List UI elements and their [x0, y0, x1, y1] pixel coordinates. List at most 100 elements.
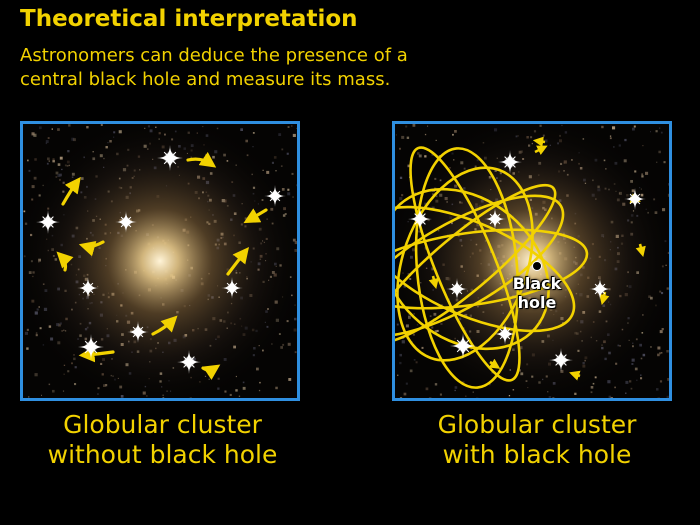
background-star — [28, 169, 31, 172]
background-star — [608, 395, 612, 398]
background-star — [601, 125, 604, 129]
black-hole-dot — [532, 261, 542, 271]
cluster-panel-with-black-hole: Black hole — [392, 121, 672, 401]
background-star — [401, 340, 405, 344]
background-star — [34, 373, 38, 377]
star-sparkle — [177, 350, 201, 374]
background-star — [51, 128, 53, 130]
stellar-orbit — [414, 147, 520, 389]
background-star — [435, 139, 437, 141]
velocity-arrow — [56, 251, 74, 272]
background-star — [405, 382, 408, 385]
background-star — [62, 390, 65, 392]
background-star — [454, 389, 456, 392]
page-title: Theoretical interpretation — [20, 6, 358, 32]
orbit-direction-arrow — [532, 136, 546, 147]
background-star — [624, 138, 627, 142]
cluster-image-without-black-hole — [23, 124, 297, 398]
black-hole-label-line: hole — [517, 293, 557, 312]
background-star — [660, 352, 663, 354]
black-hole-label-line: Black — [512, 274, 562, 293]
background-star — [401, 135, 405, 139]
background-star — [642, 145, 644, 147]
orbit-direction-arrow — [428, 275, 439, 290]
background-star — [655, 130, 658, 133]
caption-with-black-hole: Globular cluster with black hole — [392, 410, 682, 470]
cluster-panel-without-black-hole — [20, 121, 300, 401]
background-star — [288, 378, 292, 381]
background-star — [287, 342, 291, 346]
background-star — [633, 125, 636, 128]
background-star — [614, 386, 616, 389]
orbit-direction-arrow — [534, 145, 548, 155]
background-star — [657, 346, 661, 350]
background-star — [406, 136, 410, 139]
background-star — [439, 393, 442, 396]
cluster-core-glow — [395, 124, 669, 398]
background-star — [658, 150, 661, 154]
background-star — [399, 147, 401, 150]
background-star — [47, 137, 50, 139]
star-sparkle — [78, 334, 104, 360]
background-star — [656, 161, 658, 163]
background-star — [273, 156, 277, 159]
background-star — [399, 361, 402, 365]
background-star — [39, 126, 42, 130]
background-star — [292, 133, 296, 137]
star-sparkle — [446, 278, 468, 300]
background-star — [291, 172, 294, 175]
star-sparkle — [450, 333, 476, 359]
background-star — [667, 193, 669, 197]
background-star — [238, 395, 241, 397]
background-star — [405, 125, 408, 128]
velocity-arrow — [243, 208, 268, 224]
background-star — [415, 361, 418, 364]
background-star — [427, 125, 429, 127]
star-sparkle — [115, 211, 137, 233]
background-star — [663, 161, 666, 164]
star-sparkle — [589, 278, 611, 300]
stellar-orbit — [395, 183, 557, 345]
background-star — [48, 383, 51, 386]
background-star — [412, 124, 416, 127]
star-sparkle — [624, 188, 646, 210]
stellar-orbit — [395, 194, 565, 338]
background-star — [640, 374, 642, 376]
background-star — [258, 389, 261, 392]
star-sparkle — [157, 145, 183, 171]
background-star — [634, 367, 638, 371]
velocity-arrow — [78, 346, 115, 363]
page-subtitle: Astronomers can deduce the presence of a… — [20, 44, 580, 92]
background-star — [68, 124, 71, 127]
background-star — [629, 380, 632, 383]
background-star — [434, 383, 438, 386]
background-star — [454, 130, 457, 133]
background-star — [632, 127, 635, 131]
background-star — [424, 133, 427, 136]
background-star — [294, 351, 297, 354]
stellar-orbit — [396, 166, 534, 362]
background-star — [240, 128, 243, 131]
background-star — [280, 165, 283, 167]
background-star — [399, 397, 403, 398]
background-star — [660, 131, 663, 134]
background-star — [659, 127, 661, 129]
background-star — [397, 374, 399, 376]
background-star — [668, 183, 669, 186]
cluster-image-with-black-hole — [395, 124, 669, 398]
star-sparkle — [408, 207, 432, 231]
subtitle-line: Astronomers can deduce the presence of a — [20, 45, 408, 66]
background-star — [278, 133, 282, 136]
background-star — [417, 152, 420, 155]
background-star — [242, 386, 246, 390]
background-star — [640, 377, 643, 380]
background-star — [34, 158, 37, 161]
background-star — [610, 397, 613, 398]
star-sparkle — [494, 323, 516, 345]
stellar-orbit — [409, 146, 521, 382]
subtitle-line: central black hole and measure its mass. — [20, 69, 391, 90]
background-star — [235, 389, 238, 392]
background-star — [275, 386, 278, 390]
background-star — [403, 392, 407, 396]
background-star — [259, 381, 261, 384]
